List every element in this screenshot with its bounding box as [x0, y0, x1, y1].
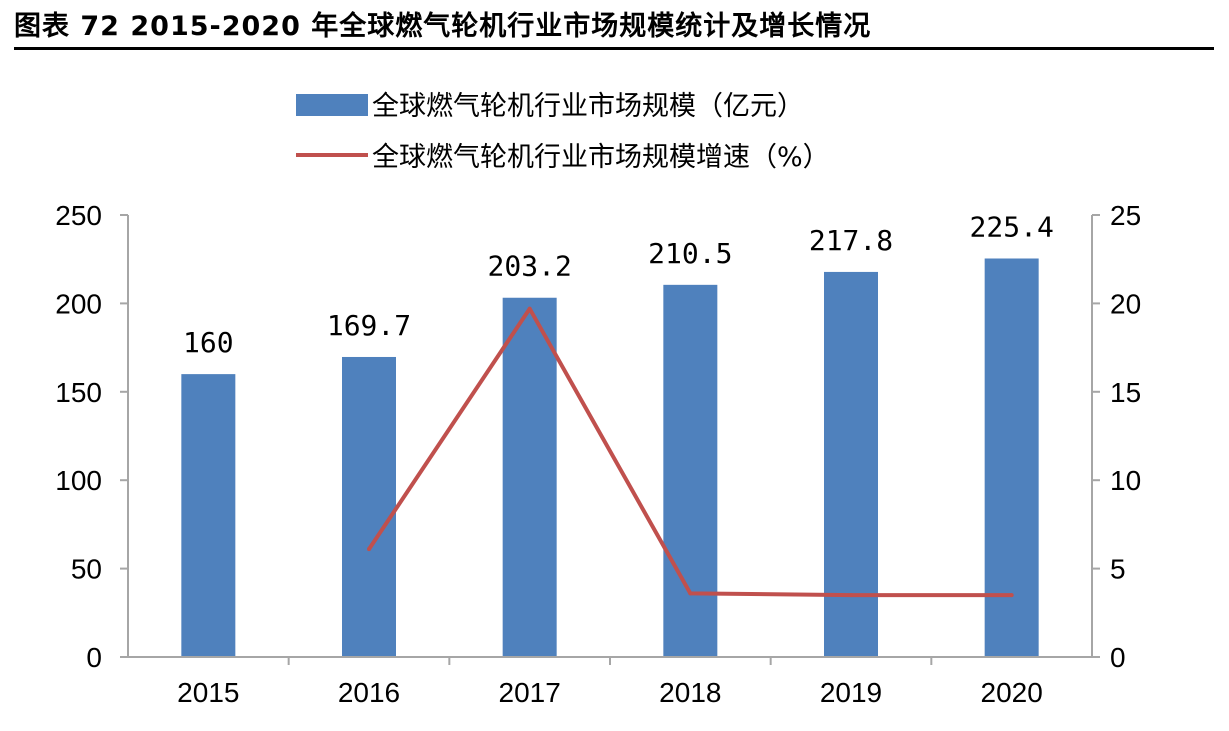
- bar-2019: [824, 271, 878, 657]
- x-tick-label-2017: 2017: [499, 677, 561, 708]
- bar-2016: [342, 356, 396, 657]
- x-tick-label-2016: 2016: [338, 677, 400, 708]
- left-axis-ticks: 0 50 100 150 200 250: [55, 200, 102, 673]
- legend-bar-swatch: [296, 94, 368, 116]
- left-tick-label: 250: [55, 200, 102, 231]
- bar-value-label-2015: 160: [183, 326, 234, 359]
- bar-value-label-2016: 169.7: [327, 309, 411, 342]
- legend-bar-label: 全球燃气轮机行业市场规模（亿元）: [372, 91, 804, 122]
- growth-point-2018: [688, 591, 693, 596]
- left-tick-label: 200: [55, 288, 102, 319]
- right-tick-label: 0: [1110, 642, 1126, 673]
- left-tick-label: 0: [86, 642, 102, 673]
- bar-value-label-2017: 203.2: [488, 250, 572, 283]
- x-tick-label-2020: 2020: [981, 677, 1043, 708]
- growth-point-2016: [367, 547, 371, 552]
- right-tick-label: 15: [1110, 377, 1141, 408]
- growth-point-2017: [527, 306, 532, 311]
- bar-2020: [984, 258, 1039, 657]
- bar-2018: [663, 284, 718, 657]
- right-tick-label: 25: [1110, 200, 1141, 231]
- right-tick-label: 10: [1110, 465, 1141, 496]
- x-tick-label-2018: 2018: [659, 677, 721, 708]
- right-axis-ticks: 0 5 10 15 20 25: [1110, 200, 1141, 673]
- title-underline: [14, 47, 1214, 50]
- axes: [120, 214, 1100, 665]
- x-tick-label-2015: 2015: [177, 677, 239, 708]
- right-tick-label: 20: [1110, 288, 1141, 319]
- bars: [181, 258, 1039, 657]
- figure-title: 图表 72 2015-2020 年全球燃气轮机行业市场规模统计及增长情况: [14, 11, 872, 42]
- right-tick-label: 5: [1110, 554, 1126, 585]
- left-tick-label: 100: [55, 465, 102, 496]
- bar-2015: [181, 374, 236, 657]
- legend-line-label: 全球燃气轮机行业市场规模增速（%）: [372, 142, 830, 173]
- growth-point-2019: [849, 593, 853, 598]
- x-axis-ticks: 2015 2016 2017 2018 2019 2020: [177, 677, 1043, 708]
- x-tick-label-2019: 2019: [820, 677, 882, 708]
- bar-value-label-2019: 217.8: [809, 224, 893, 257]
- bar-value-label-2020: 225.4: [970, 210, 1054, 243]
- legend: 全球燃气轮机行业市场规模（亿元） 全球燃气轮机行业市场规模增速（%）: [296, 91, 830, 173]
- left-tick-label: 150: [55, 377, 102, 408]
- bar-2017: [502, 297, 557, 657]
- bar-labels: 160 169.7 203.2 210.5 217.8 225.4: [183, 210, 1054, 359]
- growth-point-2020: [1009, 593, 1014, 598]
- bar-value-label-2018: 210.5: [648, 237, 732, 270]
- left-tick-label: 50: [71, 554, 102, 585]
- growth-line: [367, 306, 1014, 598]
